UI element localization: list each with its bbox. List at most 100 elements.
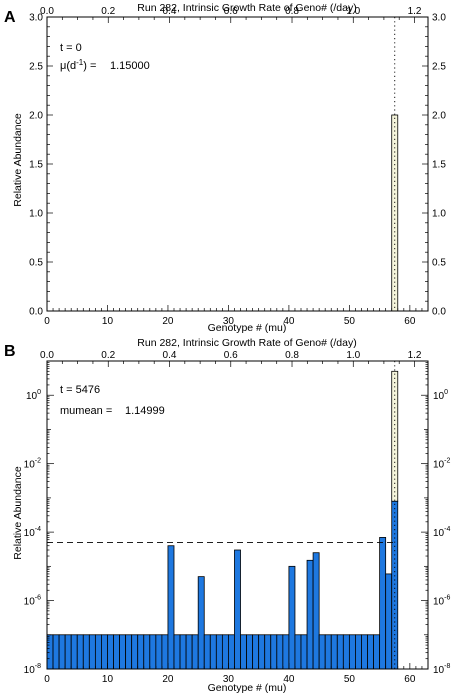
panel-b-bar-42 xyxy=(300,634,308,670)
panel-b: B Run 282, Intrinsic Growth Rate of Geno… xyxy=(4,337,450,694)
panel-a-y-tick-label-right: 1.0 xyxy=(432,209,446,220)
panel-b-dominant-bar xyxy=(391,370,399,502)
panel-b-bar-54 xyxy=(373,634,381,670)
panel-b-bar-40 xyxy=(288,565,296,670)
panel-a-y-tick-label: 0.0 xyxy=(29,307,43,318)
panel-b-bar-29 xyxy=(221,634,229,670)
panel-b-x-tick-label: 60 xyxy=(404,674,416,685)
panel-b-y-label: Relative Abundance xyxy=(12,466,24,560)
panel-b-bar-16 xyxy=(143,634,151,670)
panel-a-x-tick-label: 10 xyxy=(102,316,114,327)
panel-a-top-tick-label: 0.2 xyxy=(101,6,115,17)
panel-b-bar-25 xyxy=(197,576,205,670)
panel-b-y-tick-label-right: 10-6 xyxy=(433,595,450,608)
panel-b-bar-37 xyxy=(270,634,278,670)
panel-b-y-tick-label: 10-6 xyxy=(24,595,41,608)
panel-b-bar-38 xyxy=(276,634,284,670)
panel-a-plot: 0 10 20 30 40 50 60 0.0 0.2 0.4 0.6 0.8 1.0 1.2 0.0 0.0… xyxy=(29,6,446,327)
panel-b-bar-5 xyxy=(76,634,84,670)
panel-b-title: Run 282, Intrinsic Growth Rate of Geno# … xyxy=(137,337,356,349)
panel-b-label: B xyxy=(4,343,16,360)
panel-b-bar-31 xyxy=(234,549,241,670)
panel-b-bar-26 xyxy=(203,634,211,670)
panel-a-label: A xyxy=(4,9,16,26)
panel-b-bar-41 xyxy=(294,634,302,670)
panel-a-annotation: t = 0 μ(d-1) = 1.15000 xyxy=(60,42,150,72)
panel-b-bar-45 xyxy=(318,634,326,670)
panel-a-top-tick-label: 1.0 xyxy=(346,6,360,17)
panel-a-y-tick-label-right: 2.5 xyxy=(432,62,446,73)
panel-a-y-tick-label-right: 0.5 xyxy=(432,258,446,269)
panel-b-x-label: Genotype # (mu) xyxy=(208,682,287,694)
panel-a-top-tick-label: 1.2 xyxy=(408,6,422,17)
panel-b-bar-30 xyxy=(228,634,235,670)
panel-b-mumean-value: 1.14999 xyxy=(125,405,165,417)
panel-b-mumean-label: mumean = xyxy=(60,405,112,417)
panel-b-bar-15 xyxy=(137,634,145,670)
panel-b-bar-44 xyxy=(312,552,320,670)
panel-b-bar-35 xyxy=(258,634,266,670)
panel-a-y-tick-label: 2.0 xyxy=(29,111,43,122)
panel-a-time: t = 0 xyxy=(60,42,82,54)
panel-b-bar-14 xyxy=(131,634,139,670)
panel-a-title: Run 282, Intrinsic Growth Rate of Geno# … xyxy=(137,2,356,14)
panel-a-x-tick-label: 60 xyxy=(404,316,416,327)
panel-b-bar-39 xyxy=(282,634,290,670)
panel-b-top-tick-label: 0.4 xyxy=(163,350,177,361)
panel-a-top-tick-label: 0.6 xyxy=(224,6,238,17)
panel-b-bar-32 xyxy=(240,634,247,670)
panel-b-bar-12 xyxy=(119,634,127,670)
panel-b-bar-46 xyxy=(324,634,332,670)
panel-b-top-tick-label: 1.0 xyxy=(346,350,360,361)
panel-a-y-tick-label-right: 2.0 xyxy=(432,111,446,122)
panel-b-top-tick-label: 1.2 xyxy=(408,350,422,361)
panel-b-bar-6 xyxy=(82,634,90,670)
panel-b-bar-49 xyxy=(342,634,350,670)
panel-b-bar-8 xyxy=(94,634,102,670)
panel-b-bar-17 xyxy=(149,634,157,670)
panel-b-x-tick-label: 20 xyxy=(162,674,174,685)
panel-a-y-tick-label: 0.5 xyxy=(29,258,43,269)
panel-b-bar-11 xyxy=(113,634,120,670)
panel-b-bar-22 xyxy=(179,634,187,670)
panel-b-top-tick-label: 0.8 xyxy=(285,350,299,361)
panel-b-x-tick-label: 50 xyxy=(344,674,356,685)
panel-b-bar-43 xyxy=(306,559,314,670)
panel-b-bar-3 xyxy=(64,634,72,670)
panel-b-bar-47 xyxy=(330,634,338,670)
panel-a-x-tick-label: 50 xyxy=(344,316,356,327)
panel-b-x-tick-label: 40 xyxy=(283,674,295,685)
panel-b-bar-2 xyxy=(58,634,66,670)
panel-b-bar-19 xyxy=(161,634,169,670)
panel-a-top-tick-label: 0.4 xyxy=(163,6,177,17)
panel-b-y-tick-label-right: 10-4 xyxy=(433,526,450,539)
panel-b-bar-20 xyxy=(167,545,175,670)
panel-b-y-tick-label: 10-2 xyxy=(24,458,41,471)
panel-a-y-tick-label-right: 0.0 xyxy=(432,307,446,318)
panel-b-bar-55 xyxy=(379,537,387,670)
panel-b-bar-9 xyxy=(101,634,108,670)
panel-a: A Run 282, Intrinsic Growth Rate of Geno… xyxy=(4,2,446,334)
panel-b-plot: 0 10 20 30 40 50 60 0.0 0.2 0.4 0.6 0.8 1.0 1.2 10-8 10… xyxy=(24,350,451,685)
panel-b-bar-57 xyxy=(391,500,399,670)
panel-b-y-tick-label-right: 100 xyxy=(433,389,448,402)
panel-a-y-tick-label: 2.5 xyxy=(29,62,43,73)
panel-b-bar-1 xyxy=(52,634,60,670)
panel-a-top-tick-label: 0.8 xyxy=(285,6,299,17)
panel-b-bar-52 xyxy=(361,634,368,670)
panel-b-bar-51 xyxy=(355,634,362,670)
panel-b-bar-50 xyxy=(348,634,356,670)
panel-b-bar-27 xyxy=(209,634,217,670)
panel-b-annotation: t = 5476 mumean = 1.14999 xyxy=(60,384,165,417)
panel-b-y-tick-label: 10-8 xyxy=(24,663,41,676)
panel-a-x-tick-label: 0 xyxy=(44,316,50,327)
panel-b-bar-36 xyxy=(264,634,272,670)
panel-a-x-tick-label: 30 xyxy=(223,316,235,327)
panel-b-bar-13 xyxy=(125,634,133,670)
panel-a-y-label: Relative Abundance xyxy=(12,113,24,207)
panel-b-bar-24 xyxy=(191,634,199,670)
panel-b-bar-53 xyxy=(367,634,374,670)
panel-b-bar-48 xyxy=(336,634,344,670)
panel-b-y-tick-label-right: 10-8 xyxy=(433,663,450,676)
